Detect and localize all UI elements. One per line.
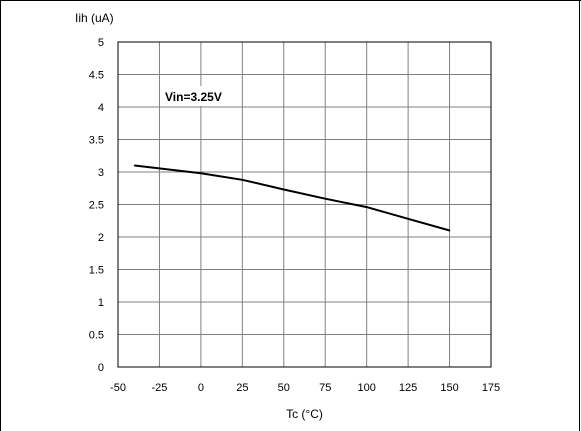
y-tick-labels: 0 0.5 1 1.5 2 2.5 3 3.5 4 4.5 5 [89, 37, 104, 374]
data-point [324, 197, 327, 200]
frame-right-border [579, 0, 580, 431]
x-tick-label: 100 [357, 382, 375, 394]
data-point [133, 164, 136, 167]
y-tick-label: 2.5 [89, 200, 104, 212]
y-tick-label: 3 [98, 167, 104, 179]
annotation-label: Vin=3.25V [165, 90, 222, 104]
data-point [407, 218, 409, 220]
data-point [200, 172, 202, 175]
x-tick-labels: -50 -25 0 25 50 75 100 125 150 175 [110, 382, 500, 394]
frame-top-border [0, 0, 581, 1]
x-axis-title: Tc (°C) [286, 407, 323, 421]
y-axis-title: Iih (uA) [75, 11, 114, 25]
data-point [365, 206, 368, 208]
y-tick-label: 5 [98, 37, 104, 49]
x-tick-label: 175 [482, 382, 500, 394]
x-tick-label: 125 [399, 382, 417, 394]
x-tick-label: 75 [319, 382, 331, 394]
x-tick-label: 25 [236, 382, 248, 394]
x-tick-label: -50 [110, 382, 126, 394]
data-point [241, 179, 244, 181]
y-tick-label: 0.5 [89, 330, 104, 342]
plot-area [117, 41, 492, 368]
series-group [133, 164, 451, 232]
y-tick-label: 2 [98, 232, 104, 244]
annotation-background [162, 86, 238, 106]
frame-left-border [0, 0, 1, 431]
y-tick-label: 4.5 [89, 70, 104, 82]
data-point [448, 229, 451, 232]
y-tick-label: 3.5 [89, 135, 104, 147]
y-tick-label: 0 [98, 362, 104, 374]
x-tick-label: 50 [278, 382, 290, 394]
y-tick-label: 1.5 [89, 265, 104, 277]
x-tick-label: 150 [440, 382, 458, 394]
x-tick-label: -25 [151, 382, 167, 394]
series-line [134, 164, 450, 232]
x-tick-label: 0 [198, 382, 204, 394]
y-tick-label: 4 [98, 102, 104, 114]
y-tick-label: 1 [98, 297, 104, 309]
data-point [282, 188, 285, 191]
